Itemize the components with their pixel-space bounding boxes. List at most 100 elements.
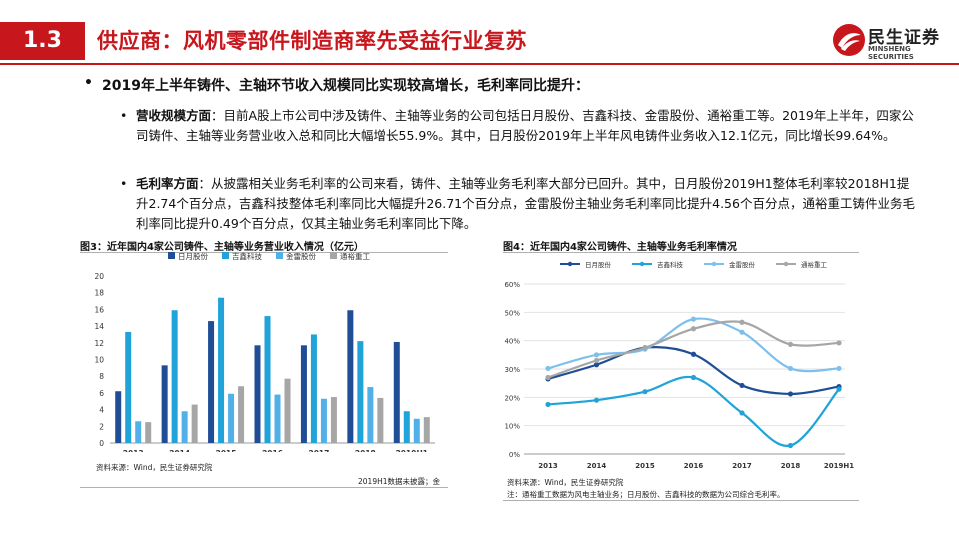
- figure4-bottom-rule: [503, 500, 859, 501]
- legend-swatch: [330, 252, 337, 259]
- y-tick-label: 20: [94, 272, 104, 281]
- y-tick-label: 60%: [504, 281, 520, 289]
- paragraph-label: 营收规模方面: [136, 108, 212, 123]
- legend-label: 吉鑫科技: [232, 252, 262, 261]
- y-tick-label: 0%: [509, 451, 520, 459]
- data-point: [593, 357, 600, 364]
- legend-marker: [567, 261, 573, 267]
- bar: [125, 331, 132, 443]
- x-tick-label: 2017: [308, 449, 329, 452]
- bar: [145, 422, 152, 443]
- figure3-note: 2019H1数据未披露；金: [358, 477, 440, 486]
- bar: [181, 411, 188, 443]
- series-line: [547, 375, 840, 447]
- data-point: [739, 410, 745, 416]
- y-tick-label: 20%: [504, 394, 520, 402]
- data-point: [593, 397, 600, 403]
- data-point: [690, 326, 697, 332]
- bar: [310, 334, 317, 443]
- y-tick-label: 16: [94, 305, 104, 314]
- paragraph-label: 毛利率方面: [136, 176, 199, 191]
- data-point: [787, 391, 794, 397]
- data-point: [690, 351, 697, 357]
- slide-header: 1.3 供应商：风机零部件制造商率先受益行业复苏 民生证券 MINSHENG S…: [0, 0, 959, 62]
- header-divider: [0, 63, 959, 65]
- minsheng-logo-icon: [833, 24, 865, 56]
- x-tick-label: 2015: [635, 462, 655, 470]
- x-tick-label: 2016: [684, 462, 704, 470]
- figure3-top-rule: [80, 252, 448, 253]
- bar: [274, 394, 281, 443]
- data-point: [690, 374, 697, 381]
- data-point: [593, 362, 600, 368]
- x-tick-label: 2018: [781, 462, 801, 470]
- y-tick-label: 6: [99, 389, 104, 398]
- data-point: [545, 365, 551, 372]
- x-tick-label: 2019H1: [396, 449, 428, 452]
- x-tick-label: 2014: [169, 449, 190, 452]
- bar: [413, 418, 420, 443]
- legend-label: 日月股份: [178, 252, 208, 261]
- data-point: [739, 319, 745, 325]
- data-point: [787, 442, 794, 449]
- legend-label: 吉鑫科技: [657, 260, 684, 269]
- revenue-bar-chart: 日月股份 吉鑫科技 金雷股份 通裕重工 0 2 4 6 8 10 12 14 16 18 20 2013 201…: [94, 252, 435, 452]
- bar: [228, 393, 235, 443]
- figure4-title: 图4：近年国内4家公司铸件、主轴等业务毛利率情况: [503, 242, 737, 253]
- data-point: [836, 365, 842, 372]
- paragraph-text: ：目前A股上市公司中涉及铸件、主轴等业务的公司包括日月股份、吉鑫科技、金雷股份、…: [136, 108, 914, 143]
- bar: [393, 341, 400, 443]
- bullet-dot-icon: •: [120, 176, 128, 191]
- y-tick-label: 8: [99, 372, 104, 381]
- bar: [423, 417, 430, 443]
- bar: [357, 341, 364, 443]
- bar: [135, 421, 142, 443]
- data-point: [739, 382, 745, 389]
- section-number: 1.3: [0, 22, 85, 60]
- slide-title: 供应商：风机零部件制造商率先受益行业复苏: [97, 29, 527, 53]
- company-logo: 民生证券 MINSHENG SECURITIES: [830, 18, 955, 62]
- x-tick-label: 2016: [262, 449, 283, 452]
- bar: [191, 404, 198, 443]
- y-tick-label: 40%: [504, 338, 520, 346]
- bar: [347, 310, 354, 443]
- y-tick-label: 30%: [504, 366, 520, 374]
- paragraph-revenue: • 营收规模方面：目前A股上市公司中涉及铸件、主轴等业务的公司包括日月股份、吉鑫…: [120, 106, 920, 146]
- y-tick-label: 10%: [504, 423, 520, 431]
- y-tick-label: 10: [94, 356, 104, 365]
- legend-label: 金雷股份: [286, 252, 316, 261]
- data-point: [593, 352, 600, 358]
- data-point: [642, 389, 648, 395]
- bar: [238, 386, 245, 443]
- legend-label: 通裕重工: [340, 252, 370, 261]
- legend-marker: [639, 261, 645, 267]
- x-tick-label: 2018: [355, 449, 376, 452]
- x-tick-label: 2013: [538, 462, 558, 470]
- bar: [161, 365, 168, 443]
- legend-swatch: [222, 252, 229, 259]
- figure3-bottom-rule: [80, 487, 448, 488]
- logo-english: MINSHENG SECURITIES: [868, 45, 914, 61]
- data-point: [690, 316, 697, 322]
- x-tick-label: 2013: [123, 449, 144, 452]
- main-bullet-text: 2019年上半年铸件、主轴环节收入规模同比实现较高增长，毛利率同比提升：: [102, 78, 589, 94]
- data-point: [836, 340, 842, 346]
- data-point: [787, 341, 794, 347]
- bar: [254, 345, 261, 443]
- margin-line-chart: 日月股份 吉鑫科技 金雷股份 通裕重工 0% 10% 20% 30% 40% 50% 60% 2013…: [504, 260, 854, 470]
- data-point: [545, 401, 551, 408]
- bar: [300, 345, 307, 443]
- y-tick-label: 2: [99, 422, 104, 431]
- figure4-top-rule: [503, 252, 859, 253]
- legend-swatch: [168, 252, 175, 259]
- data-point: [739, 329, 745, 335]
- legend-label: 通裕重工: [801, 260, 828, 269]
- bar: [377, 397, 384, 443]
- paragraph-margin: • 毛利率方面：从披露相关业务毛利率的公司来看，铸件、主轴等业务毛利率大部分已回…: [120, 174, 920, 234]
- bar: [367, 387, 374, 443]
- bar: [264, 316, 271, 443]
- bullet-dot-icon: •: [120, 108, 128, 123]
- figure3-title: 图3：近年国内4家公司铸件、主轴等业务营业收入情况（亿元）: [80, 242, 364, 253]
- y-tick-label: 50%: [504, 309, 520, 317]
- paragraph-text: ：从披露相关业务毛利率的公司来看，铸件、主轴等业务毛利率大部分已回升。其中，日月…: [136, 176, 915, 231]
